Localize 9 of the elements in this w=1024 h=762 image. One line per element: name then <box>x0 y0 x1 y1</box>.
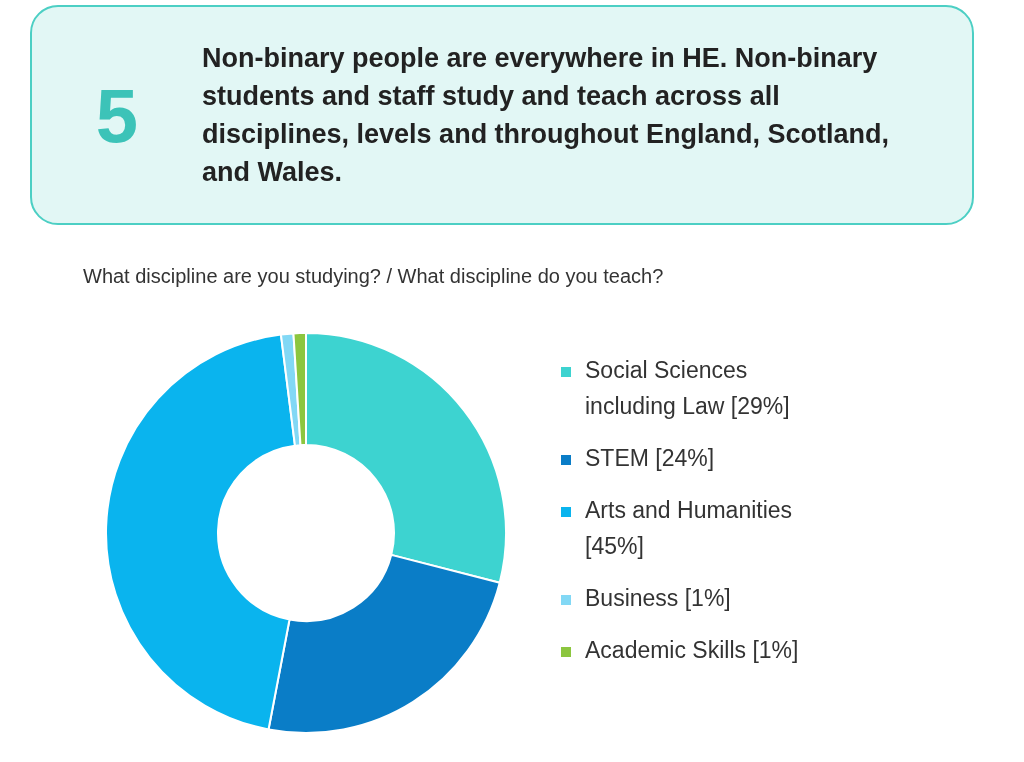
chart-subtitle: What discipline are you studying? / What discipline do you teach? <box>83 265 664 288</box>
text: 5 <box>94 71 140 159</box>
legend-label: Academic Skills [1%] <box>585 636 799 665</box>
legend-label: Social Sciences including Law [29%] <box>585 356 791 421</box>
chart-title: Non-binary people are everywhere in HE. Non-binary students and staff study and teach across all disciplines, levels and throughout England, Scotland, and Wales. <box>202 42 891 189</box>
legend-label: Business [1%] <box>585 584 731 613</box>
legend-label: Arts and Humanities <box>585 497 793 523</box>
legend-label: STEM [24%] <box>585 444 715 473</box>
data-label: [45%] <box>585 533 644 559</box>
